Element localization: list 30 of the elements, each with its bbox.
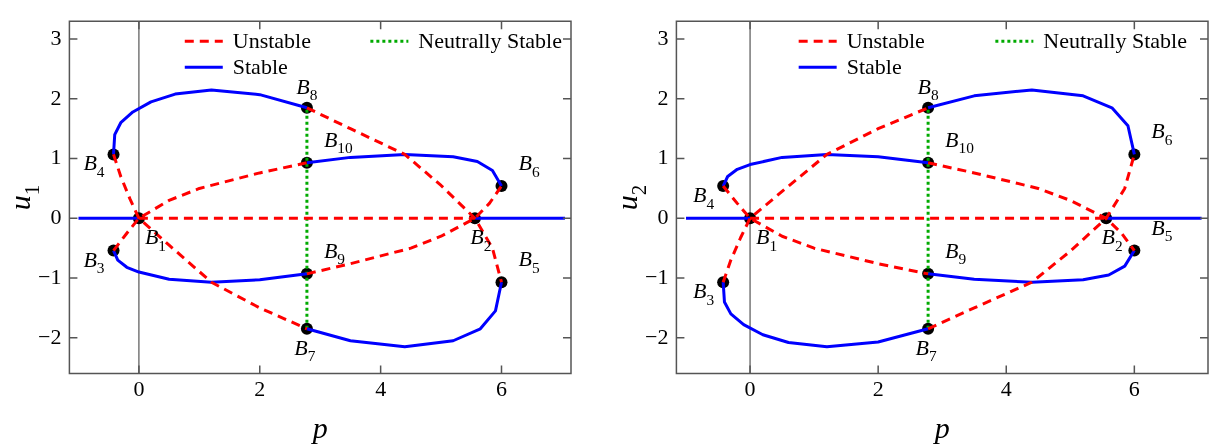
y-axis-title: u2 xyxy=(610,184,651,211)
x-tick-label: 4 xyxy=(375,375,387,401)
y-tick-label: 1 xyxy=(50,144,62,170)
x-tick-label: 0 xyxy=(744,375,756,401)
legend-label: Stable xyxy=(232,54,288,80)
x-tick-label: 6 xyxy=(1128,375,1140,401)
legend-label: Unstable xyxy=(846,28,925,54)
x-axis-title: p xyxy=(932,411,950,444)
x-axis-title: p xyxy=(310,411,328,444)
legend-label: Neutrally Stable xyxy=(418,28,562,54)
y-axis-title: u1 xyxy=(3,184,44,211)
x-tick-label: 0 xyxy=(133,375,145,401)
legend-label: Neutrally Stable xyxy=(1043,28,1187,54)
y-tick-label: −1 xyxy=(644,263,669,289)
y-tick-label: 2 xyxy=(50,84,62,110)
x-tick-label: 4 xyxy=(1000,375,1012,401)
legend-label: Stable xyxy=(846,54,902,80)
x-tick-label: 6 xyxy=(496,375,507,401)
y-tick-label: 3 xyxy=(657,24,669,50)
y-tick-label: −2 xyxy=(37,323,62,349)
y-tick-label: 0 xyxy=(657,204,669,230)
legend-label: Unstable xyxy=(232,28,311,54)
x-tick-label: 2 xyxy=(872,375,884,401)
y-tick-label: −2 xyxy=(644,323,669,349)
y-tick-label: −1 xyxy=(37,263,62,289)
y-tick-label: 1 xyxy=(657,144,669,170)
y-tick-label: 2 xyxy=(657,84,669,110)
y-tick-label: 0 xyxy=(50,204,62,230)
y-tick-label: 3 xyxy=(50,24,62,50)
x-tick-label: 2 xyxy=(254,375,266,401)
